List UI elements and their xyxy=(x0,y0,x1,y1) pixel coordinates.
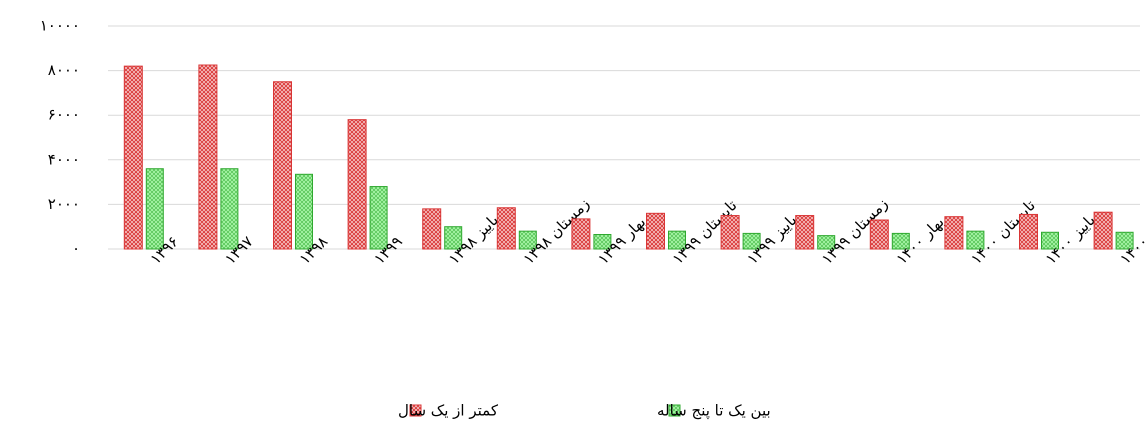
bar xyxy=(496,207,516,250)
bar xyxy=(593,234,612,250)
bar xyxy=(720,215,740,250)
bar xyxy=(422,208,442,250)
x-tick-label: زمستان ۱۴۰۰ xyxy=(1116,195,1145,268)
bar xyxy=(220,168,239,250)
bar xyxy=(891,232,910,250)
y-tick-label: ۸۰۰۰ xyxy=(48,61,80,79)
legend-swatch xyxy=(409,404,422,417)
legend-label: بین یک تا پنج ساله xyxy=(657,402,771,421)
bar xyxy=(742,232,761,250)
y-tick-label: ۶۰۰۰ xyxy=(48,106,80,124)
bar xyxy=(646,212,665,250)
y-tick-label: ۲۰۰۰ xyxy=(48,195,80,213)
bar xyxy=(347,119,367,250)
bar xyxy=(273,81,292,250)
bar xyxy=(444,226,463,250)
bar xyxy=(295,173,313,250)
bar xyxy=(571,218,591,250)
bar xyxy=(145,168,164,250)
bar xyxy=(518,230,537,250)
bar xyxy=(123,65,143,250)
bar xyxy=(944,216,964,250)
bar xyxy=(817,235,836,250)
legend-label: کمتر از یک سال xyxy=(398,402,499,420)
y-tick-label: ۴۰۰۰ xyxy=(48,150,80,168)
bar xyxy=(795,215,815,250)
bar xyxy=(1093,211,1113,250)
bar xyxy=(966,230,985,250)
bar xyxy=(869,219,889,250)
y-tick-label: ۱۰۰۰۰ xyxy=(40,17,80,35)
bar xyxy=(668,230,686,250)
y-tick-label: ۰ xyxy=(72,240,80,258)
bar xyxy=(1041,231,1059,250)
legend-swatch xyxy=(668,404,681,417)
bar xyxy=(369,186,388,250)
bar xyxy=(198,64,218,250)
bar xyxy=(1115,231,1134,250)
bar xyxy=(1019,213,1038,250)
